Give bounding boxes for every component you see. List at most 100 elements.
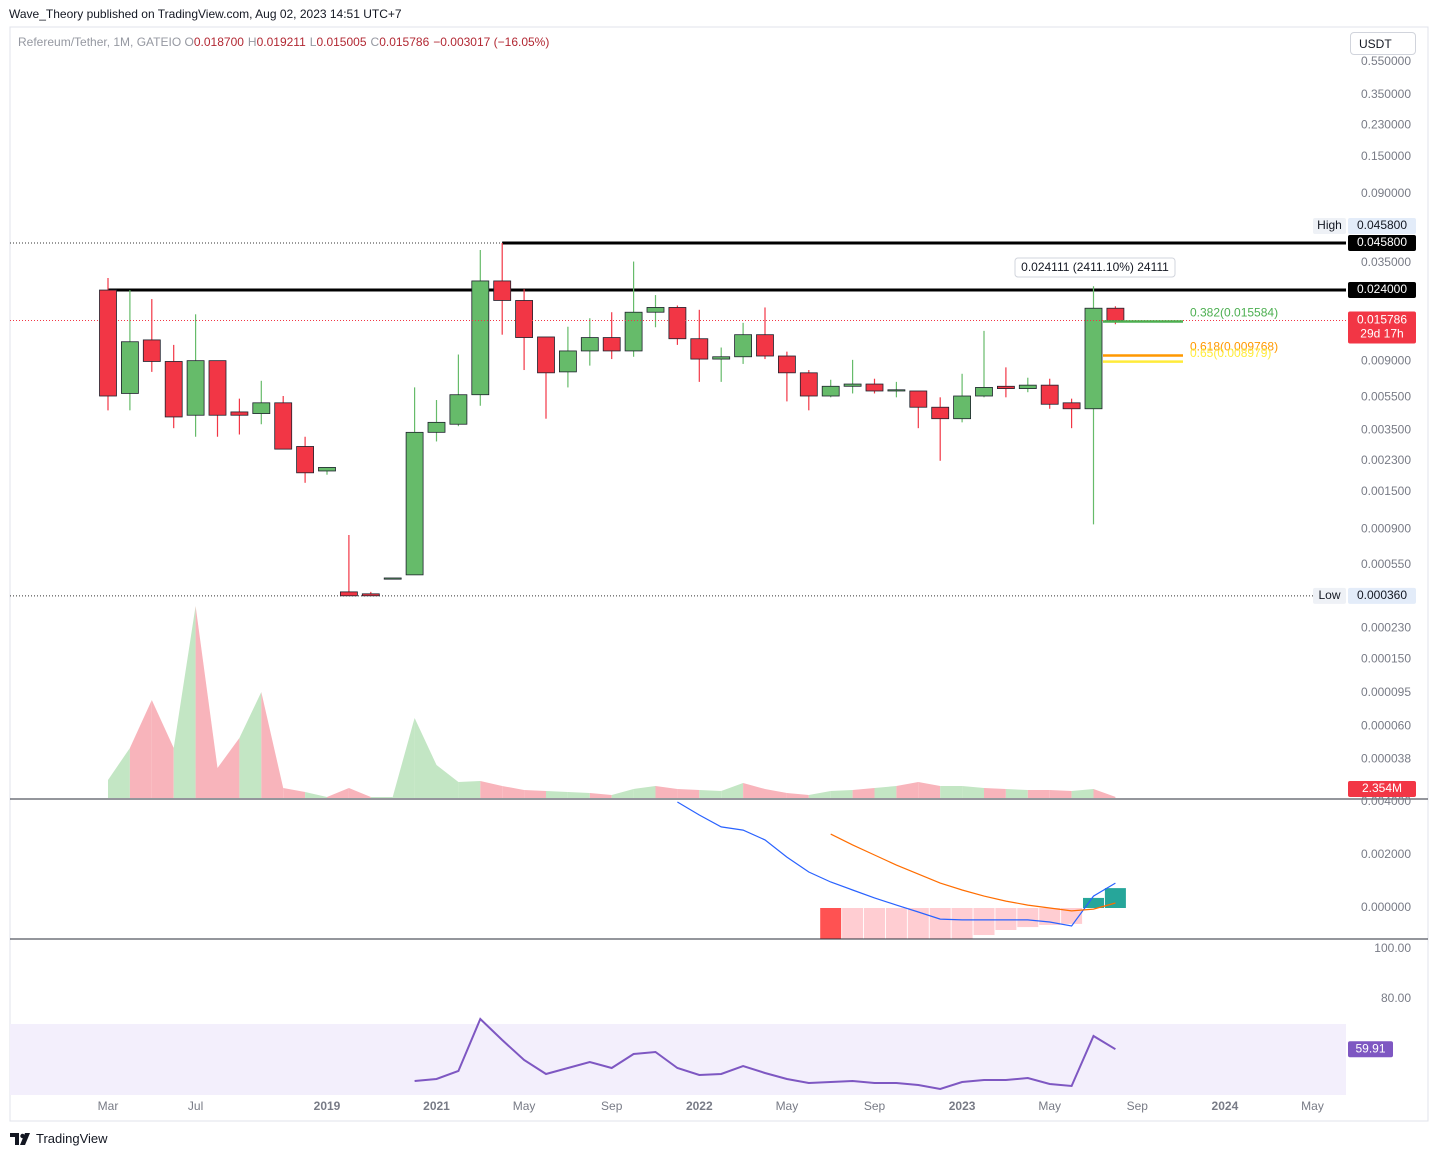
histogram-bar (1104, 888, 1126, 908)
countdown: 29d 17h (1360, 327, 1403, 341)
level-label-box (1348, 282, 1416, 299)
volume-area (655, 786, 678, 798)
x-tick-label: May (1301, 1099, 1324, 1113)
rsi-band (10, 1024, 1346, 1095)
ohlc-key: O (184, 35, 194, 49)
candle-body (580, 337, 599, 352)
y-tick-label: 0.035000 (1361, 255, 1411, 269)
fib-label: 0.65(0.008979) (1190, 346, 1271, 360)
candle-body (1040, 384, 1059, 405)
last-price-box (1348, 311, 1416, 344)
volume-area (502, 786, 525, 798)
volume-area (589, 793, 612, 798)
ohlc-value: 0.019211 (256, 35, 306, 49)
x-tick-label: 2021 (423, 1099, 450, 1113)
brand: TradingView (36, 1131, 108, 1146)
y-tick-label: 0.005500 (1361, 389, 1411, 403)
candle-body (799, 372, 818, 397)
volume-area (874, 786, 897, 798)
volume-area (283, 788, 306, 798)
extreme-value-box (1348, 587, 1416, 604)
candle-body (734, 334, 752, 358)
volume-area (217, 738, 240, 798)
x-tick-label: 2019 (314, 1099, 341, 1113)
candle-body (164, 361, 183, 418)
x-tick-label: May (513, 1099, 536, 1113)
symbol-legend: Refereum/Tether, 1M, GATEIO O0.018700 H0.… (18, 35, 553, 49)
volume-area (918, 782, 941, 798)
candle-body (252, 402, 271, 414)
candle-body (931, 406, 950, 420)
axes: 0.550000 0.350000 0.230000 0.150000 0.090000… (98, 54, 1412, 1113)
candle-body (1018, 384, 1037, 389)
volume-area (896, 782, 919, 798)
volume-panel (108, 606, 1116, 798)
y-tick-label: 0.002300 (1361, 453, 1411, 467)
x-tick-label: Sep (864, 1099, 886, 1113)
volume-area (743, 783, 765, 798)
histogram-bar (929, 907, 951, 939)
volume-area (962, 786, 984, 798)
volume-area (436, 765, 459, 798)
footer: TradingView (10, 1131, 108, 1146)
x-tick-label: May (776, 1099, 799, 1113)
candle-body (318, 467, 336, 472)
y-tick-label: 0.550000 (1361, 54, 1411, 68)
volume-area (567, 792, 590, 798)
y-tick-label: 0.000095 (1361, 685, 1411, 699)
candle-body (537, 336, 555, 374)
volume-area (327, 788, 349, 798)
volume-area (699, 790, 722, 798)
candle-body (602, 337, 621, 352)
volume-area (151, 700, 174, 798)
candle-body (1062, 402, 1081, 410)
volume-area (348, 788, 371, 798)
x-tick-label: Mar (98, 1099, 119, 1113)
candle-body (186, 360, 205, 416)
volume-area (1005, 789, 1028, 798)
candle-body (208, 360, 227, 416)
x-tick-label: 2024 (1212, 1099, 1239, 1113)
candle-body (296, 446, 315, 474)
y-tick-label: 0.150000 (1361, 149, 1411, 163)
volume-area (239, 692, 262, 798)
candle-body (624, 311, 643, 352)
x-tick-label: May (1038, 1099, 1061, 1113)
histogram-bar (842, 907, 864, 939)
change: −0.003017 (−16.05%) (433, 35, 550, 49)
volume-area (1027, 790, 1050, 798)
candle-body (559, 350, 577, 373)
candle-body (361, 593, 380, 597)
ohlc-value: 0.015005 (316, 35, 367, 49)
level-label: 0.045800 (1357, 235, 1407, 249)
fib-label: 0.618(0.009768) (1190, 340, 1278, 354)
candle-body (975, 387, 993, 397)
y-tick-label: 80.00 (1381, 991, 1411, 1005)
volume-area (940, 786, 963, 798)
extreme-value: 0.000360 (1357, 588, 1407, 602)
candle-body (712, 356, 731, 360)
extreme-name: High (1317, 218, 1342, 232)
x-tick-label: Jul (188, 1099, 203, 1113)
candle-body (865, 383, 884, 392)
candle-body (427, 421, 446, 433)
price-panel: 0.382(0.015584) 0.618(0.009768)0.65(0.008… (10, 241, 1346, 597)
volume-area (830, 790, 853, 798)
volume-area (721, 783, 744, 798)
volume-area (480, 781, 503, 798)
ohlc-key: L (309, 35, 317, 49)
histogram-bar (973, 907, 995, 936)
volume-area (173, 606, 196, 798)
volume-area (984, 788, 1006, 798)
series-line (677, 801, 1116, 927)
y-tick-label: 0.000900 (1361, 521, 1411, 535)
candle-body (1106, 307, 1125, 321)
fib-label: 0.382(0.015584) (1190, 306, 1278, 320)
candle-body (274, 402, 293, 450)
y-tick-label: 0.009000 (1361, 354, 1411, 368)
volume-area (261, 692, 284, 798)
level-label-box (1348, 235, 1416, 252)
histogram-bar (1039, 907, 1061, 925)
y-tick-label: 0.002000 (1361, 847, 1411, 861)
currency-selector[interactable]: USDT (1350, 32, 1416, 55)
